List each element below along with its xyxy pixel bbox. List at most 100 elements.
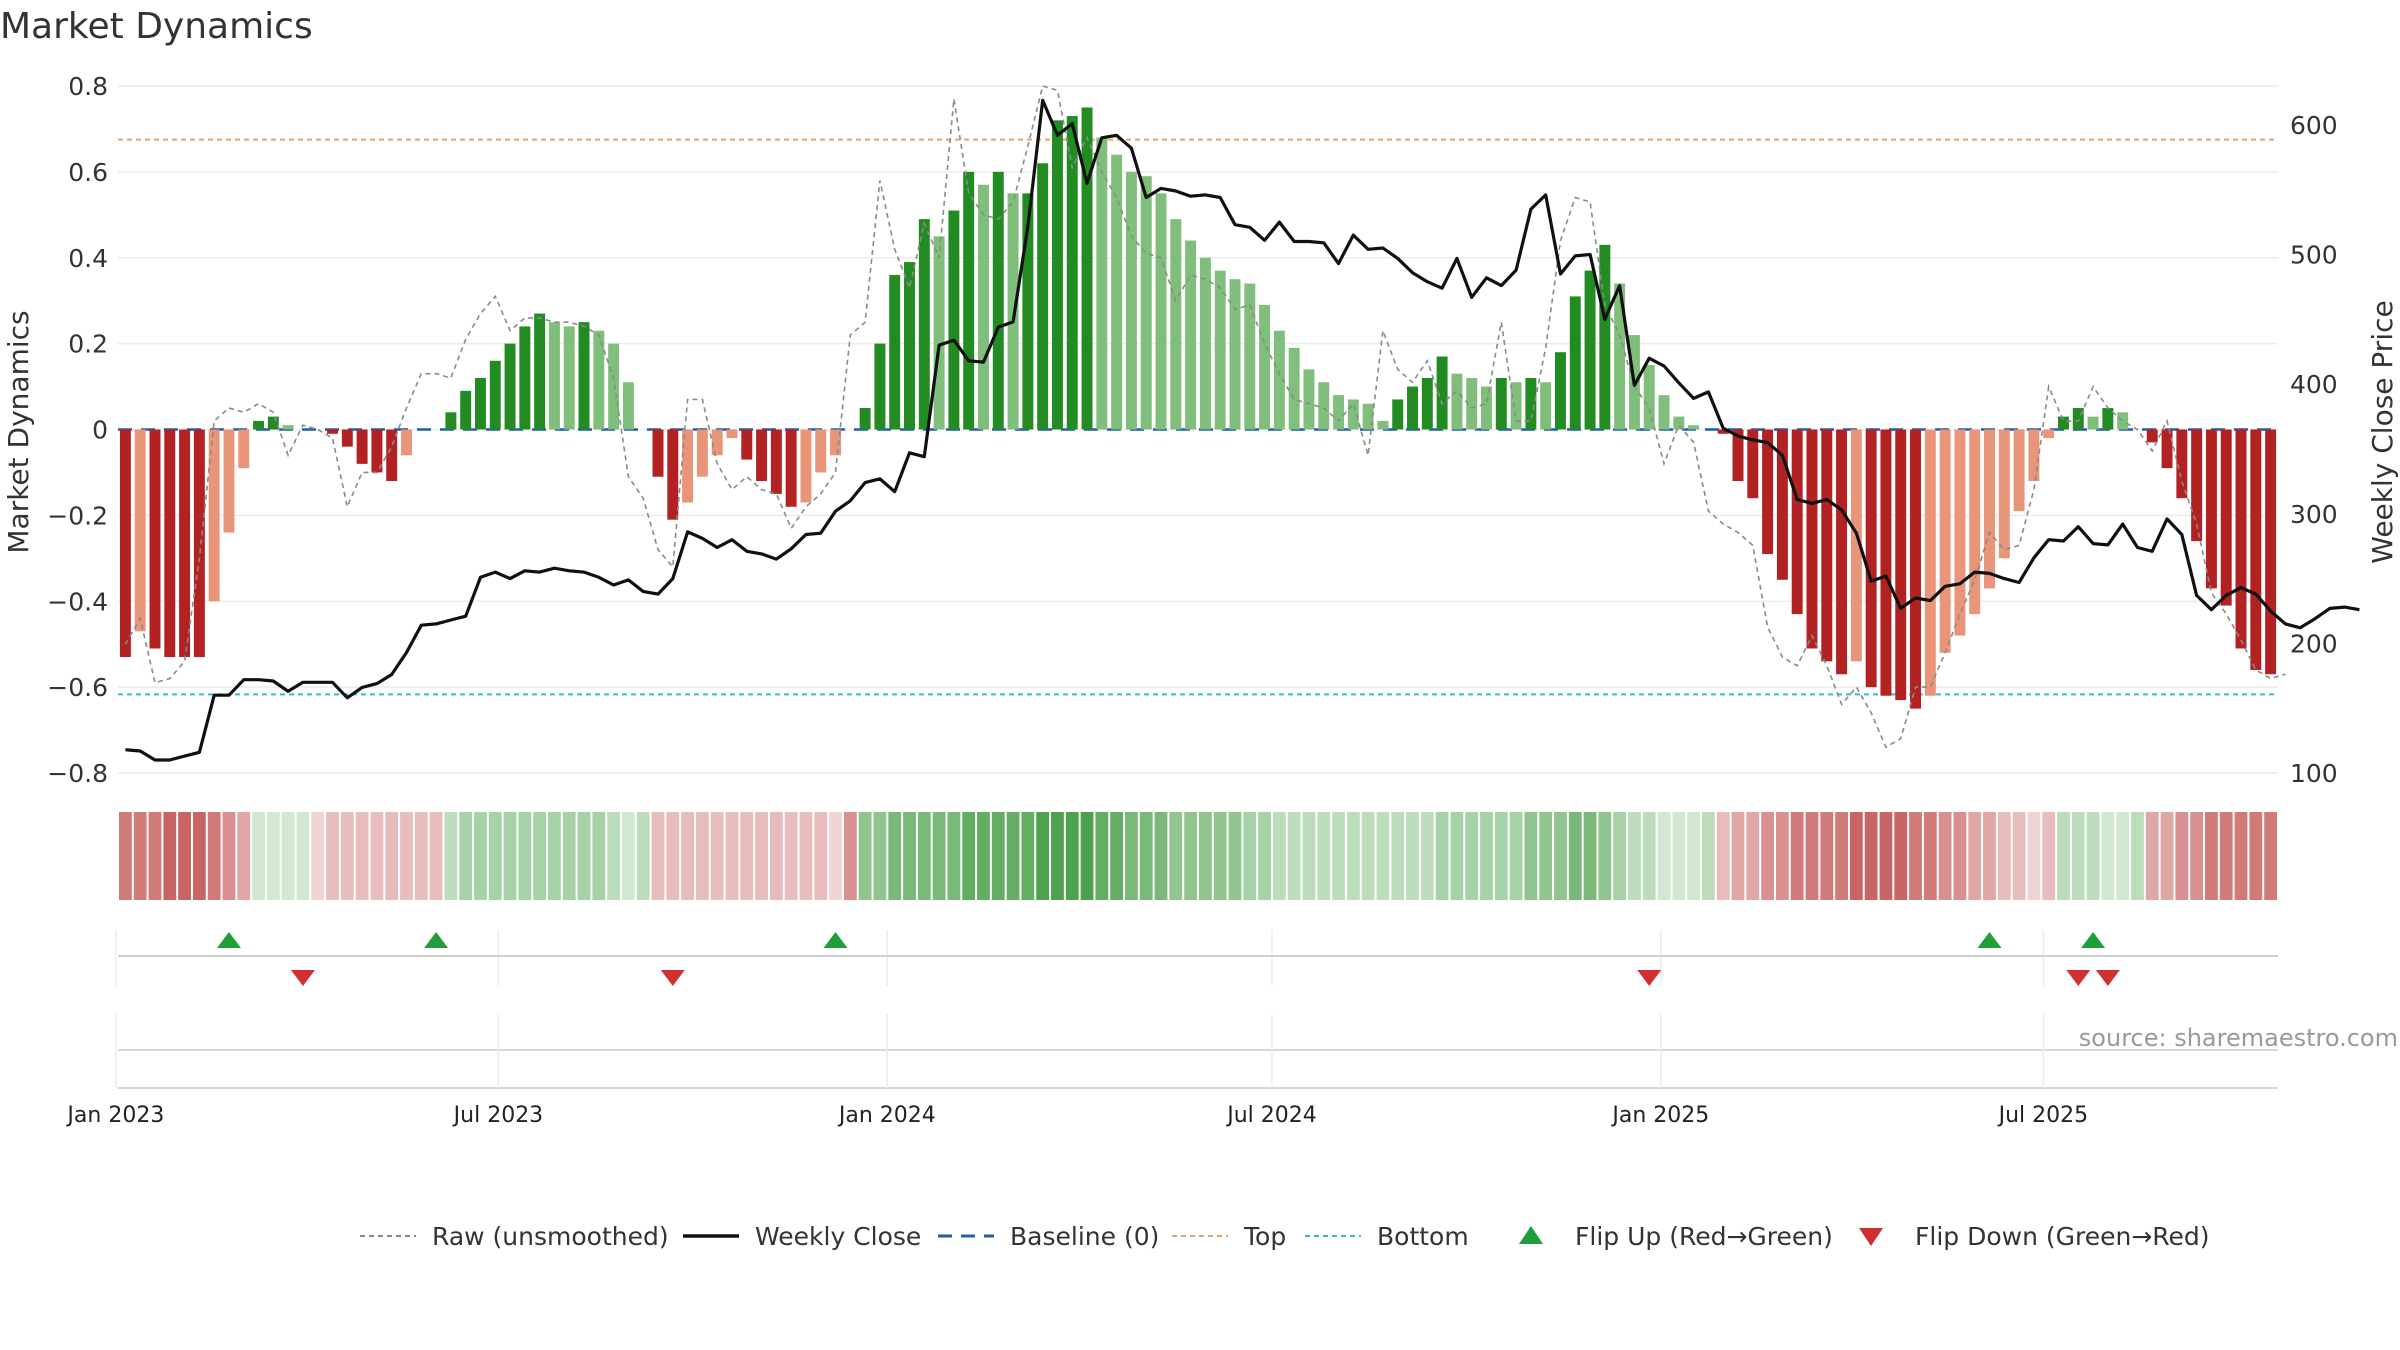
dynamics-bar xyxy=(918,219,930,430)
y2-tick-label: 200 xyxy=(2290,629,2338,658)
regime-strip-cell xyxy=(755,812,768,900)
regime-strip-cell xyxy=(592,812,606,900)
dynamics-bar xyxy=(1096,137,1108,430)
regime-strip-cell xyxy=(1509,812,1523,900)
regime-strip-cell xyxy=(340,812,354,900)
y-tick-label: 0.6 xyxy=(68,158,108,187)
regime-strip-cell xyxy=(622,812,635,900)
regime-strip xyxy=(119,812,2277,900)
dynamics-bar xyxy=(608,343,620,430)
source-label: source: sharemaestro.com xyxy=(2079,1024,2398,1052)
x-tick-label: Jul 2024 xyxy=(1225,1103,1317,1128)
regime-strip-cell xyxy=(518,812,532,900)
regime-strip-cell xyxy=(252,812,265,900)
regime-strip-cell xyxy=(1169,812,1183,900)
dynamics-bar xyxy=(134,429,146,632)
regime-strip-cell xyxy=(1938,812,1952,900)
regime-strip-cell xyxy=(710,812,724,900)
dynamics-bar xyxy=(1066,116,1078,430)
dynamics-bar xyxy=(1273,330,1285,430)
regime-strip-cell xyxy=(1080,812,1094,900)
y2-tick-label: 600 xyxy=(2290,111,2338,140)
price-series xyxy=(125,98,2360,762)
y-axis-ticks: 0.8 0.6 0.4 0.2 0 −0.2 −0.4 −0.6 −0.8 xyxy=(47,72,108,788)
dynamics-bar xyxy=(371,429,383,473)
regime-strip-cell xyxy=(607,812,621,900)
regime-strip-cell xyxy=(1849,812,1863,900)
legend-item: Raw (unsmoothed) xyxy=(360,1222,669,1251)
dynamics-bar xyxy=(785,429,797,507)
dynamics-bar xyxy=(2028,429,2040,482)
dynamics-bar xyxy=(1140,176,1152,430)
regime-strip-cell xyxy=(1997,812,2011,900)
dynamics-bar xyxy=(1495,377,1507,430)
regime-strip-cell xyxy=(311,812,325,900)
dynamics-bars xyxy=(119,107,2277,709)
regime-strip-cell xyxy=(799,812,813,900)
dynamics-bar xyxy=(1510,382,1522,430)
dynamics-bar xyxy=(2013,429,2025,512)
x-tick-label: Jan 2024 xyxy=(837,1103,936,1128)
dynamics-bar xyxy=(119,429,131,658)
regime-strip-cell xyxy=(548,812,561,900)
flip-down-marker xyxy=(2095,970,2120,986)
regime-strip-cell xyxy=(133,812,147,900)
regime-strip-cell xyxy=(873,812,887,900)
dynamics-bar xyxy=(1821,429,1833,662)
dynamics-bar xyxy=(1022,193,1034,430)
dynamics-bar xyxy=(2176,429,2188,499)
dynamics-bar xyxy=(978,184,989,430)
regime-strip-cell xyxy=(681,812,694,900)
regime-strip-cell xyxy=(1494,812,1508,900)
dynamics-bar xyxy=(696,429,708,477)
dynamics-bar xyxy=(1969,429,1981,615)
y-tick-label: −0.2 xyxy=(47,501,108,530)
regime-strip-cell xyxy=(1361,812,1375,900)
dynamics-bar xyxy=(1732,429,1744,482)
regime-strip-cell xyxy=(1909,812,1922,900)
regime-strip-cell xyxy=(163,812,177,900)
dynamics-bar xyxy=(1333,395,1345,430)
regime-strip-cell xyxy=(1154,812,1168,900)
dynamics-bar xyxy=(711,429,723,456)
dynamics-bar xyxy=(267,416,279,430)
regime-strip-cell xyxy=(1894,812,1908,900)
dynamics-bar xyxy=(1318,382,1330,430)
dynamics-bar xyxy=(164,429,176,658)
dynamics-bar xyxy=(933,236,945,430)
regime-strip-cell xyxy=(1568,812,1582,900)
flip-up-marker xyxy=(216,932,241,948)
legend-swatch xyxy=(1519,1226,1543,1244)
regime-strip-cell xyxy=(1983,812,1996,900)
dynamics-bar xyxy=(1673,416,1685,430)
regime-strip-cell xyxy=(2116,812,2130,900)
regime-strip-cell xyxy=(2219,812,2233,900)
dynamics-bar xyxy=(1362,403,1374,430)
dynamics-bar xyxy=(2265,429,2277,675)
regime-strip-cell xyxy=(1006,812,1020,900)
dynamics-bar xyxy=(2102,408,2114,430)
dynamics-bar xyxy=(682,429,694,503)
dynamics-bar xyxy=(2220,429,2232,606)
dynamics-bar xyxy=(667,429,679,520)
dynamics-bar xyxy=(1466,377,1478,430)
dynamics-bar xyxy=(2072,408,2084,430)
regime-strip-cell xyxy=(429,812,443,900)
dynamics-bar xyxy=(1481,386,1492,430)
regime-strip-cell xyxy=(119,812,132,900)
legend-label: Flip Down (Green→Red) xyxy=(1915,1222,2210,1251)
dynamics-bar xyxy=(815,429,827,473)
regime-strip-cell xyxy=(1184,812,1197,900)
regime-strip-cell xyxy=(1702,812,1715,900)
dynamics-bar xyxy=(179,429,191,658)
dynamics-bar xyxy=(859,408,871,430)
regime-strip-cell xyxy=(1716,812,1730,900)
legend-label: Top xyxy=(1243,1222,1286,1251)
regime-strip-cell xyxy=(1642,812,1656,900)
y2-axis-label: Weekly Close Price xyxy=(2366,300,2399,563)
dynamics-bar xyxy=(1791,429,1803,615)
flip-up-marker xyxy=(2081,932,2106,948)
regime-strip-cell xyxy=(178,812,191,900)
regime-strip-cell xyxy=(1110,812,1124,900)
dynamics-bar xyxy=(1244,283,1256,430)
